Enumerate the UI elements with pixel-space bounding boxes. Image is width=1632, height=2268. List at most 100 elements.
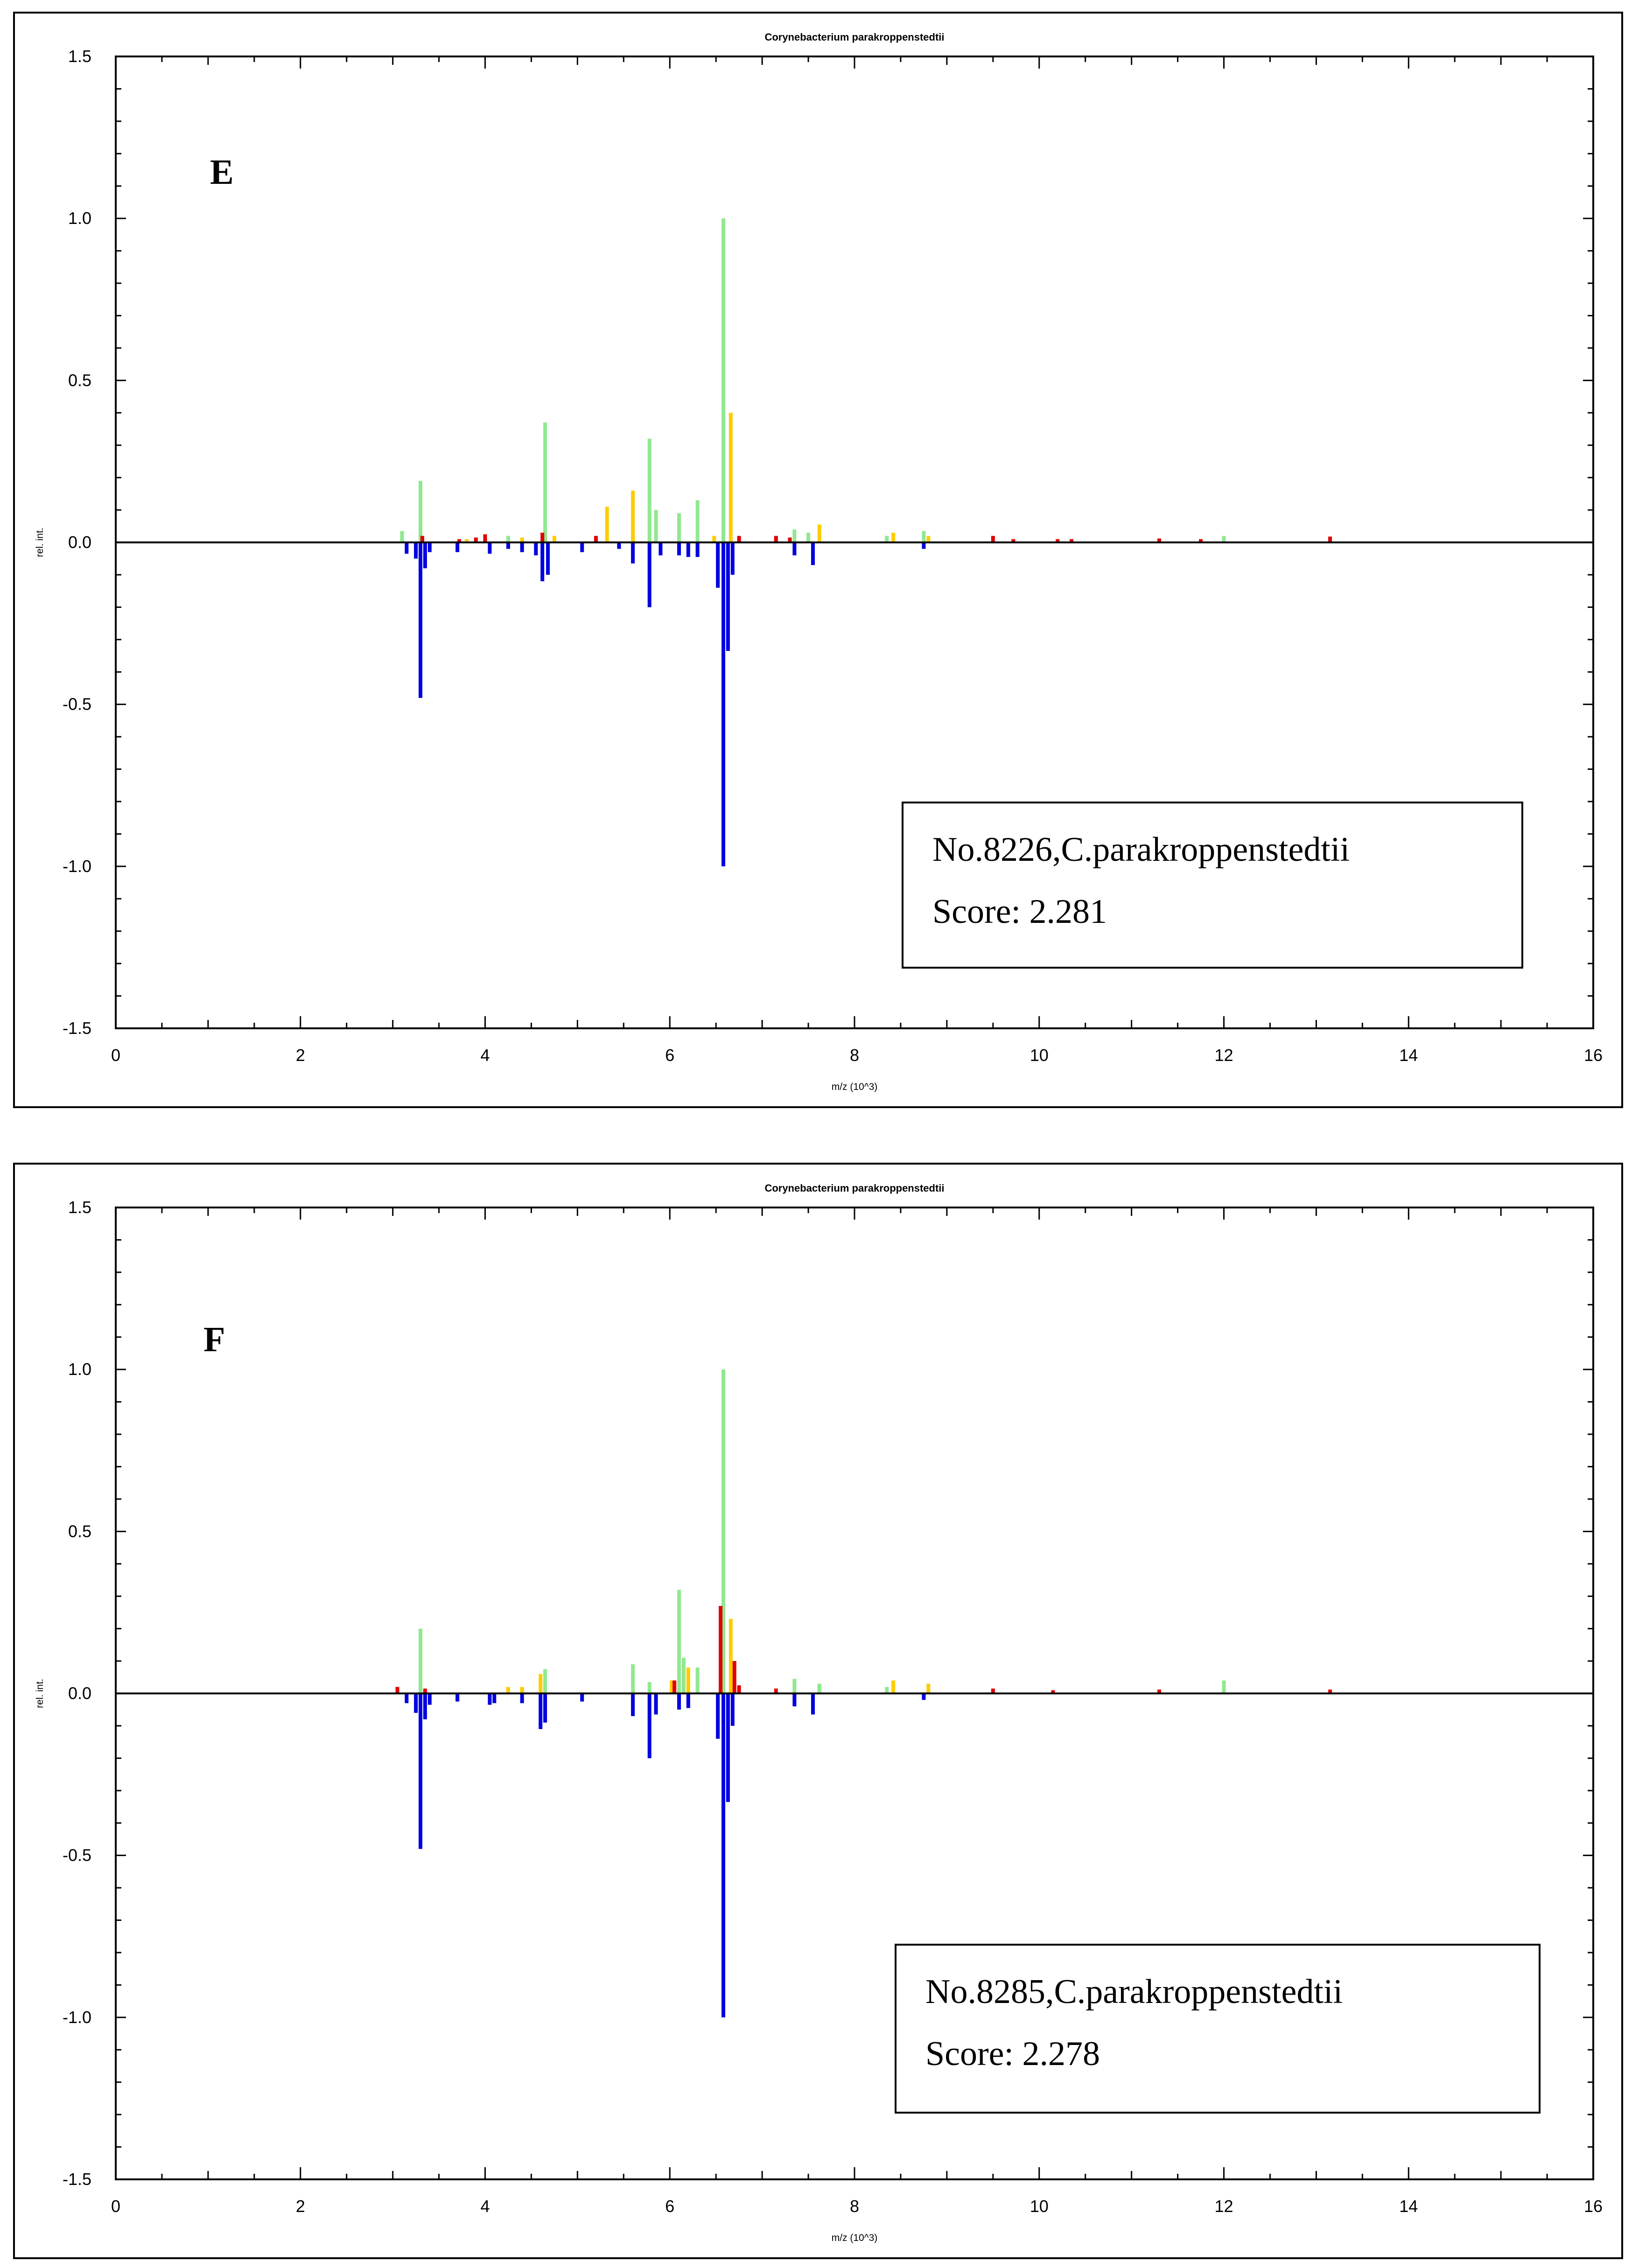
bar-red bbox=[1328, 1689, 1332, 1694]
bar-red bbox=[1011, 539, 1016, 543]
y-tick-label: 0.5 bbox=[68, 370, 91, 390]
bar-blue bbox=[716, 542, 720, 588]
y-tick-label: -1.0 bbox=[63, 857, 91, 876]
bar-yellow bbox=[605, 507, 609, 543]
bar-red bbox=[1157, 1689, 1161, 1694]
bar-green bbox=[1222, 536, 1226, 543]
bar-blue bbox=[811, 542, 815, 565]
bar-blue bbox=[695, 542, 700, 557]
bar-red bbox=[395, 1687, 399, 1694]
bar-green bbox=[721, 218, 726, 543]
bar-blue bbox=[506, 542, 510, 549]
bar-yellow bbox=[728, 412, 733, 543]
y-tick-label: 1.5 bbox=[68, 47, 91, 66]
bar-blue bbox=[617, 542, 621, 549]
bar-green bbox=[792, 1679, 797, 1694]
bar-red bbox=[1328, 537, 1332, 543]
bar-red bbox=[1056, 539, 1060, 543]
bar-green bbox=[792, 529, 797, 543]
bar-blue bbox=[726, 1693, 730, 1802]
bar-yellow bbox=[817, 524, 821, 543]
bar-blue bbox=[811, 1693, 815, 1715]
bar-blue bbox=[686, 1693, 690, 1708]
info-box-sample: No.8285,C.parakroppenstedtii bbox=[925, 1973, 1343, 2011]
bar-green bbox=[817, 1683, 821, 1694]
y-tick-label: -1.5 bbox=[63, 1019, 91, 1038]
x-tick-label: 0 bbox=[111, 1046, 120, 1065]
bar-red bbox=[737, 536, 741, 543]
x-tick-label: 0 bbox=[111, 2197, 120, 2216]
bar-red bbox=[540, 532, 545, 543]
spectrum-chart-f: Corynebacterium parakroppenstedtii 1.5 1.0… bbox=[35, 1182, 1603, 2243]
x-tick-label: 12 bbox=[1214, 1046, 1233, 1065]
bar-green bbox=[418, 1628, 422, 1694]
info-box-score: Score: 2.278 bbox=[925, 2035, 1100, 2073]
x-tick-label: 10 bbox=[1030, 2197, 1049, 2216]
spectrum-chart-e: Corynebacterium parakroppenstedtii 1.5 1.0… bbox=[35, 31, 1603, 1092]
y-tick-label: -0.5 bbox=[63, 695, 91, 714]
bar-green bbox=[721, 1369, 726, 1694]
bar-blue bbox=[427, 542, 432, 552]
y-tick-label: 0.0 bbox=[68, 533, 91, 552]
x-tick-label: 14 bbox=[1399, 2197, 1418, 2216]
panel-letter: E bbox=[210, 153, 234, 192]
y-tick-label: -0.5 bbox=[63, 1846, 91, 1865]
bar-blue bbox=[721, 542, 726, 866]
bar-blue bbox=[546, 542, 550, 575]
bar-red bbox=[991, 1689, 995, 1694]
y-tick-label: 0.0 bbox=[68, 1684, 91, 1703]
x-tick-label: 2 bbox=[296, 2197, 305, 2216]
bar-blue bbox=[534, 542, 538, 556]
bar-yellow bbox=[712, 536, 716, 543]
bar-blue bbox=[580, 1693, 584, 1702]
bar-red bbox=[483, 534, 487, 543]
x-tick-label: 6 bbox=[665, 1046, 674, 1065]
bar-yellow bbox=[891, 1680, 896, 1694]
bar-green bbox=[647, 439, 651, 543]
y-axis-label: rel. int. bbox=[35, 528, 45, 557]
bar-blue bbox=[726, 542, 730, 651]
bar-yellow bbox=[686, 1667, 690, 1694]
bar-green bbox=[695, 500, 700, 543]
bar-green bbox=[400, 531, 404, 543]
bar-yellow bbox=[520, 1687, 524, 1694]
bar-red bbox=[1199, 539, 1203, 543]
bar-blue bbox=[922, 542, 926, 549]
bar-blue bbox=[520, 542, 524, 552]
x-tick-label: 8 bbox=[850, 1046, 859, 1065]
x-tick-label: 16 bbox=[1584, 1046, 1603, 1065]
x-tick-label: 10 bbox=[1030, 1046, 1049, 1065]
bar-blue bbox=[405, 1693, 409, 1703]
y-tick-label: 1.0 bbox=[68, 1360, 91, 1379]
bar-blue bbox=[686, 542, 690, 557]
bar-blue bbox=[427, 1693, 432, 1705]
bar-green bbox=[806, 532, 811, 543]
bar-green bbox=[695, 1667, 700, 1694]
bar-red bbox=[732, 1661, 736, 1694]
bar-yellow bbox=[926, 536, 931, 543]
bar-blue bbox=[418, 542, 422, 698]
bar-blue bbox=[492, 1693, 497, 1703]
y-tick-label: -1.5 bbox=[63, 2170, 91, 2189]
bar-blue bbox=[418, 1693, 422, 1849]
info-box bbox=[902, 802, 1523, 969]
x-tick-label: 4 bbox=[480, 1046, 490, 1065]
bar-blue bbox=[654, 1693, 658, 1715]
x-tick-label: 12 bbox=[1214, 2197, 1233, 2216]
bar-blue bbox=[423, 1693, 427, 1720]
bar-red bbox=[737, 1685, 741, 1694]
bar-red bbox=[423, 1689, 427, 1694]
info-box-sample: No.8226,C.parakroppenstedtii bbox=[932, 830, 1350, 869]
bar-green bbox=[631, 1664, 635, 1694]
x-tick-label: 16 bbox=[1584, 2197, 1603, 2216]
bar-red bbox=[594, 536, 598, 543]
y-tick-label: 1.5 bbox=[68, 1198, 91, 1217]
bar-yellow bbox=[539, 1674, 543, 1694]
bar-red bbox=[788, 537, 792, 543]
panel-letter: F bbox=[203, 1320, 225, 1359]
bar-yellow bbox=[891, 532, 896, 543]
bar-red bbox=[774, 536, 778, 543]
bar-blue bbox=[647, 1693, 651, 1759]
bar-red bbox=[774, 1689, 778, 1694]
bar-yellow bbox=[728, 1619, 733, 1694]
